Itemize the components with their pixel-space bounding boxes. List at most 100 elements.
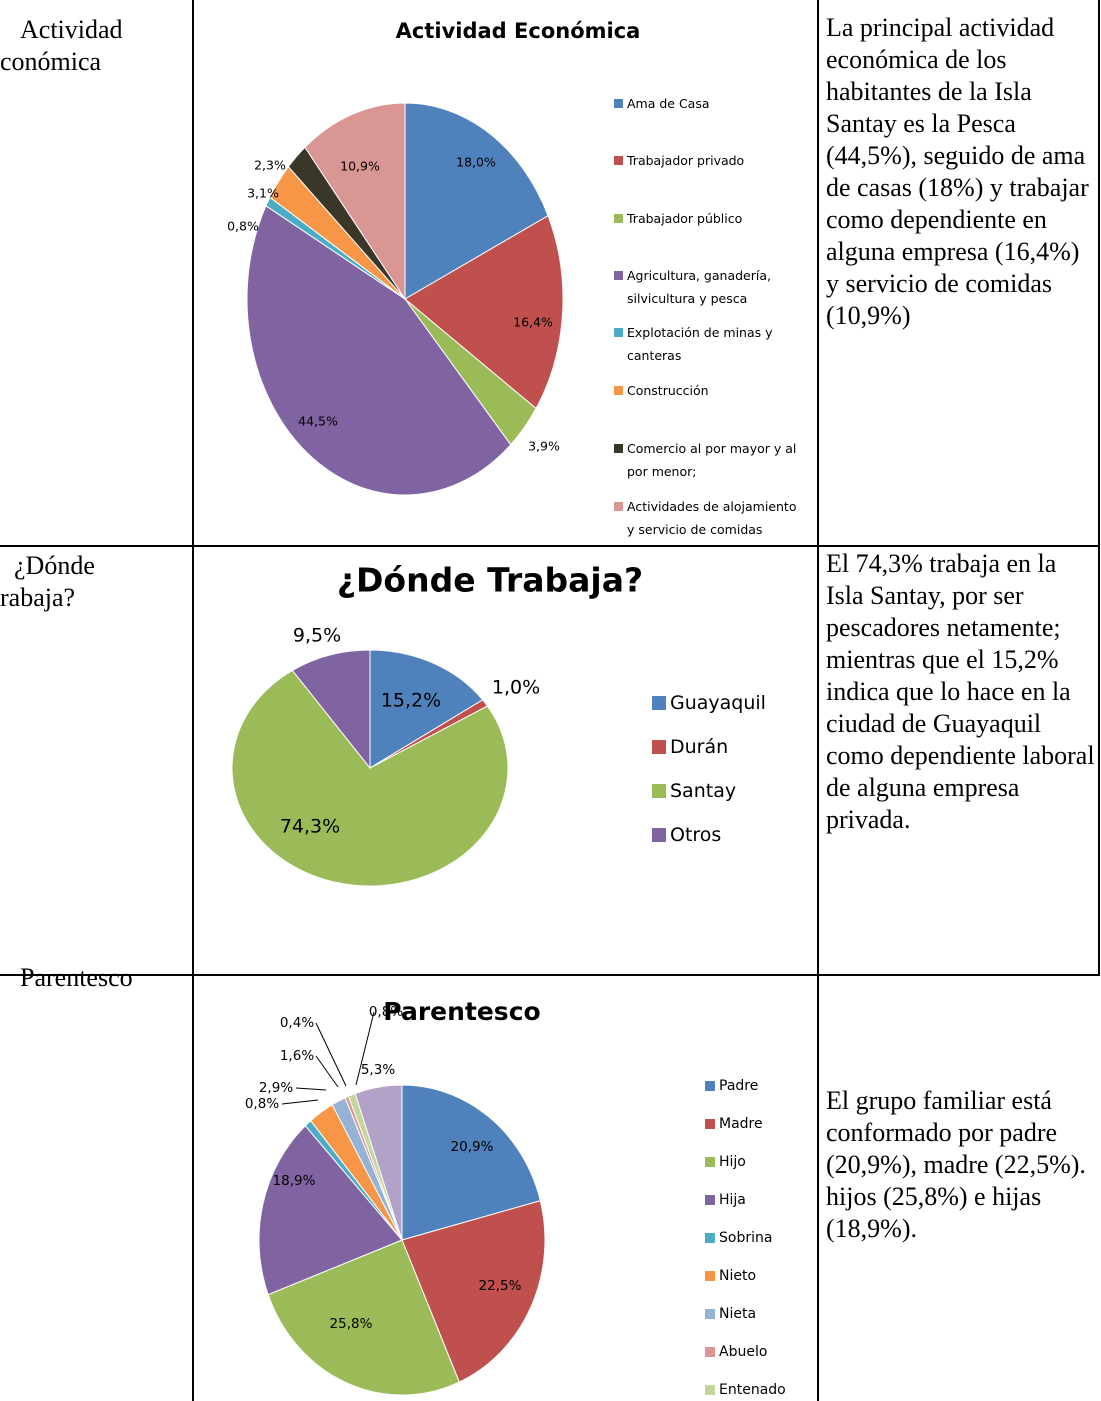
data-label: 1,0% (492, 677, 540, 699)
data-label: 0,4% (280, 1015, 314, 1031)
label-line: Actividad (20, 15, 123, 44)
legend-swatch (705, 1157, 715, 1167)
data-label: 3,9% (528, 439, 560, 454)
row-label: Actividad conómica (0, 14, 123, 78)
data-label: 25,8% (330, 1316, 373, 1332)
chart-title: Actividad Económica (396, 19, 641, 43)
legend-label: Comercio al por mayor y al por menor; (627, 441, 797, 479)
pie-slice (401, 1200, 546, 1383)
label-line: ¿Dónde (14, 551, 95, 580)
pie-slice (267, 1239, 460, 1396)
legend-label: Trabajador público (627, 211, 743, 226)
legend-label: Hijo (719, 1154, 746, 1170)
legend-entry: Otros (652, 822, 822, 848)
label-line: conómica (0, 47, 102, 76)
legend-entry: Actividades de alojamiento y servicio de… (614, 495, 804, 541)
row-text: El grupo familiar está conformado por pa… (826, 1086, 1086, 1243)
legend-entry: Comercio al por mayor y al por menor; (614, 437, 804, 483)
legend-label: Ama de Casa (627, 96, 710, 111)
legend-label: Construcción (627, 383, 709, 398)
legend-entry: Santay (652, 778, 822, 804)
data-label: 20,9% (451, 1139, 494, 1155)
legend-label: Nieta (719, 1306, 757, 1322)
row-label: ¿Dónde rabaja? (0, 550, 95, 614)
legend-swatch (652, 696, 666, 710)
legend-swatch (614, 502, 623, 511)
legend-label: Entenado (719, 1382, 786, 1398)
legend-swatch (705, 1119, 715, 1129)
leader-line (295, 1087, 327, 1091)
row-text: El 74,3% trabaja en la Isla Santay, por … (826, 549, 1095, 834)
legend-label: Agricultura, ganadería, silvicultura y p… (627, 268, 771, 306)
legend-label: Otros (670, 824, 722, 846)
pie-slice (304, 102, 406, 301)
leader-line (281, 1099, 319, 1105)
legend-label: Explotación de minas y canteras (627, 325, 773, 363)
pie-slice (231, 669, 509, 887)
legend-entry: Madre (705, 1115, 815, 1133)
legend-label: Sobrina (719, 1230, 773, 1246)
data-label: 74,3% (280, 816, 340, 838)
legend-entry: Trabajador privado (614, 149, 804, 172)
data-label: 5,3% (361, 1062, 395, 1078)
pie-slice (404, 102, 549, 300)
legend-entry: Hija (705, 1191, 815, 1209)
legend-label: Actividades de alojamiento y servicio de… (627, 499, 797, 537)
pie-slice (369, 649, 484, 769)
legend-entry: Abuelo (705, 1343, 815, 1361)
legend-label: Hija (719, 1192, 746, 1208)
data-label: 15,2% (381, 690, 441, 712)
data-label: 0,8% (227, 219, 259, 234)
pie-slice (246, 205, 512, 496)
legend-swatch (614, 444, 623, 453)
legend-label: Durán (670, 736, 729, 758)
pie-slice (401, 1084, 541, 1241)
legend-swatch (614, 271, 623, 280)
pie-slice (404, 215, 564, 410)
legend-entry: Construcción (614, 379, 804, 402)
legend-entry: Entenado (705, 1381, 815, 1399)
legend-entry: Explotación de minas y canteras (614, 321, 804, 367)
legend-swatch (705, 1309, 715, 1319)
chart-title: ¿Dónde Trabaja? (337, 561, 643, 600)
legend-entry: Padre (705, 1077, 815, 1095)
legend-swatch (614, 328, 623, 337)
data-label: 16,4% (513, 315, 553, 330)
legend-entry: Hijo (705, 1153, 815, 1171)
legend-swatch (652, 828, 666, 842)
column-border (1098, 0, 1100, 975)
data-label: 10,9% (340, 159, 380, 174)
legend-entry: Sobrina (705, 1229, 815, 1247)
legend-swatch (652, 740, 666, 754)
legend-swatch (705, 1195, 715, 1205)
data-label: 0,8% (369, 1004, 403, 1020)
label-line: Parentesco (20, 963, 133, 992)
row-border (0, 545, 1100, 547)
legend-swatch (614, 156, 623, 165)
legend-label: Santay (670, 780, 737, 802)
legend-swatch (705, 1347, 715, 1357)
data-label: 18,0% (456, 155, 496, 170)
legend-label: Nieto (719, 1268, 757, 1284)
legend-swatch (705, 1081, 715, 1091)
leader-line (315, 1055, 339, 1088)
legend-label: Trabajador privado (627, 153, 745, 168)
legend-label: Padre (719, 1078, 759, 1094)
data-label: 22,5% (479, 1278, 522, 1294)
data-label: 2,9% (259, 1080, 293, 1096)
row-border (0, 974, 1100, 976)
legend-swatch (652, 784, 666, 798)
legend-entry: Trabajador público (614, 207, 804, 230)
data-label: 1,6% (280, 1048, 314, 1064)
pie-slice (291, 649, 371, 770)
pie-slice (258, 1125, 403, 1296)
data-label: 0,8% (245, 1096, 279, 1112)
legend-entry: Agricultura, ganadería, silvicultura y p… (614, 264, 804, 310)
chart-title: Parentesco (383, 997, 540, 1026)
legend-swatch (614, 99, 623, 108)
data-label: 2,3% (254, 158, 286, 173)
label-line: rabaja? (0, 583, 76, 612)
legend-label: Guayaquil (670, 692, 766, 714)
legend-label: Madre (719, 1116, 763, 1132)
